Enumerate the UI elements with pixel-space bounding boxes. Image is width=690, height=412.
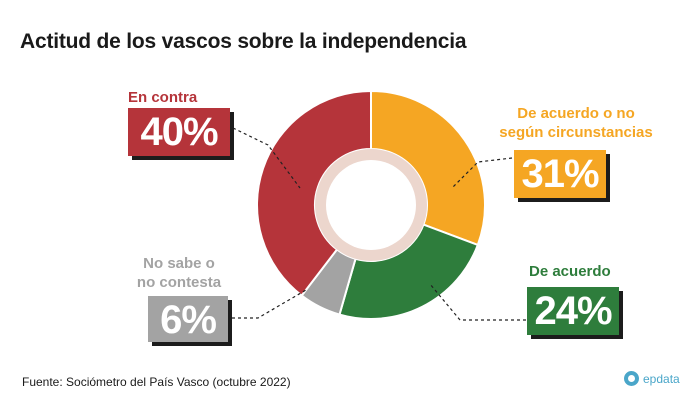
label-acuerdo-circ: De acuerdo o no según circunstancias — [496, 104, 656, 142]
epdata-logo-icon — [624, 371, 639, 386]
brand-name: epdata — [643, 371, 680, 386]
label-nsnc: No sabe o no contesta — [124, 254, 234, 292]
leader-line-en-contra — [232, 127, 301, 189]
pct-box-en-contra: 40% — [128, 108, 230, 156]
pct-box-acuerdo-circ: 31% — [514, 150, 606, 198]
pct-box-acuerdo: 24% — [527, 287, 619, 335]
leader-line-acuerdo — [429, 283, 526, 321]
label-nsnc-line1: No sabe o — [143, 255, 215, 272]
brand-logo: epdata — [624, 371, 680, 386]
label-acuerdo-circ-line1: De acuerdo o no — [517, 105, 635, 122]
label-acuerdo: De acuerdo — [529, 262, 611, 281]
label-en-contra-text: En contra — [128, 89, 198, 106]
chart-title: Actitud de los vascos sobre la independe… — [20, 30, 467, 53]
pct-box-nsnc: 6% — [148, 296, 228, 342]
label-acuerdo-circ-line2: según circunstancias — [499, 124, 653, 141]
leader-line-nsnc — [232, 289, 307, 319]
label-nsnc-line2: no contesta — [136, 274, 222, 291]
label-en-contra: En contra — [128, 88, 197, 107]
donut-hole — [326, 160, 416, 250]
source-note: Fuente: Sociómetro del País Vasco (octub… — [22, 375, 291, 389]
label-acuerdo-text: De acuerdo — [529, 263, 611, 280]
